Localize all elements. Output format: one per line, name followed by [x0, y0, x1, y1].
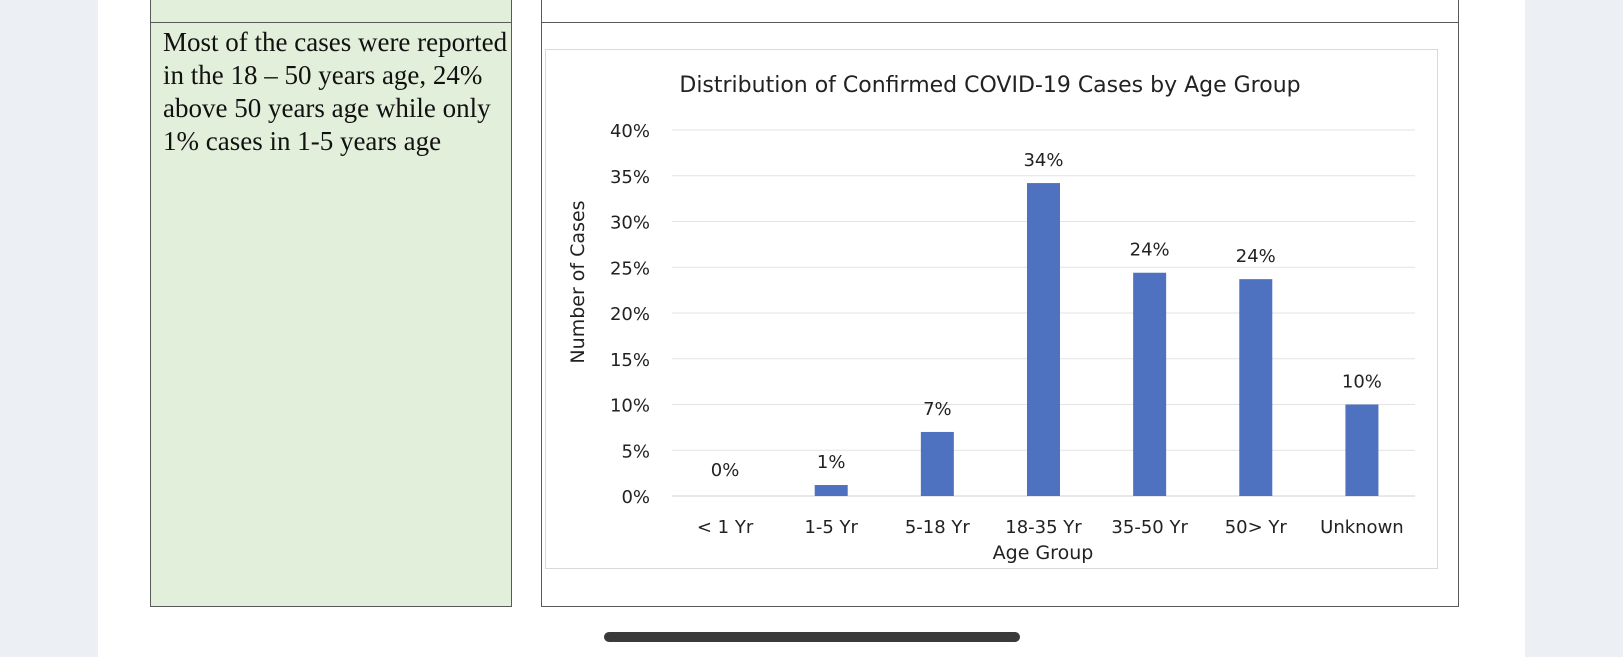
y-tick-label: 30% — [610, 213, 650, 234]
y-tick-label: 10% — [610, 396, 650, 417]
y-tick-label: 5% — [621, 441, 650, 462]
bar — [1133, 272, 1167, 496]
y-tick-label: 15% — [610, 350, 650, 371]
y-tick-label: 35% — [610, 167, 650, 188]
home-indicator[interactable] — [604, 632, 1020, 642]
table-cell-left-top — [150, 0, 512, 23]
data-label: 7% — [923, 399, 952, 420]
bar — [1239, 279, 1273, 496]
y-tick-label: 40% — [610, 121, 650, 142]
x-axis-label: Age Group — [993, 542, 1094, 564]
chart-frame — [545, 49, 1438, 569]
bar — [1027, 183, 1060, 496]
x-tick-label: 35-50 Yr — [1111, 517, 1188, 538]
y-tick-label: 0% — [621, 487, 650, 508]
table-cell-summary — [150, 22, 512, 607]
x-tick-label: Unknown — [1320, 517, 1404, 538]
y-tick-label: 25% — [610, 258, 650, 279]
x-tick-label: 18-35 Yr — [1005, 517, 1082, 538]
data-label: 24% — [1236, 246, 1276, 267]
bar — [814, 485, 848, 496]
data-label: 1% — [817, 452, 846, 473]
x-tick-label: < 1 Yr — [697, 517, 754, 538]
y-axis-label: Number of Cases — [567, 200, 589, 363]
summary-text: Most of the cases were reported in the 1… — [163, 27, 508, 156]
data-label: 24% — [1130, 240, 1170, 261]
data-label: 0% — [711, 460, 740, 481]
y-tick-label: 20% — [610, 304, 650, 325]
bar — [1345, 404, 1379, 496]
data-label: 10% — [1342, 372, 1382, 393]
data-label: 34% — [1023, 150, 1063, 171]
chart-title: Distribution of Confirmed COVID-19 Cases… — [679, 73, 1300, 98]
x-tick-label: 1-5 Yr — [804, 517, 858, 538]
x-tick-label: 5-18 Yr — [905, 517, 971, 538]
bar — [920, 431, 954, 496]
x-tick-label: 50> Yr — [1225, 517, 1288, 538]
